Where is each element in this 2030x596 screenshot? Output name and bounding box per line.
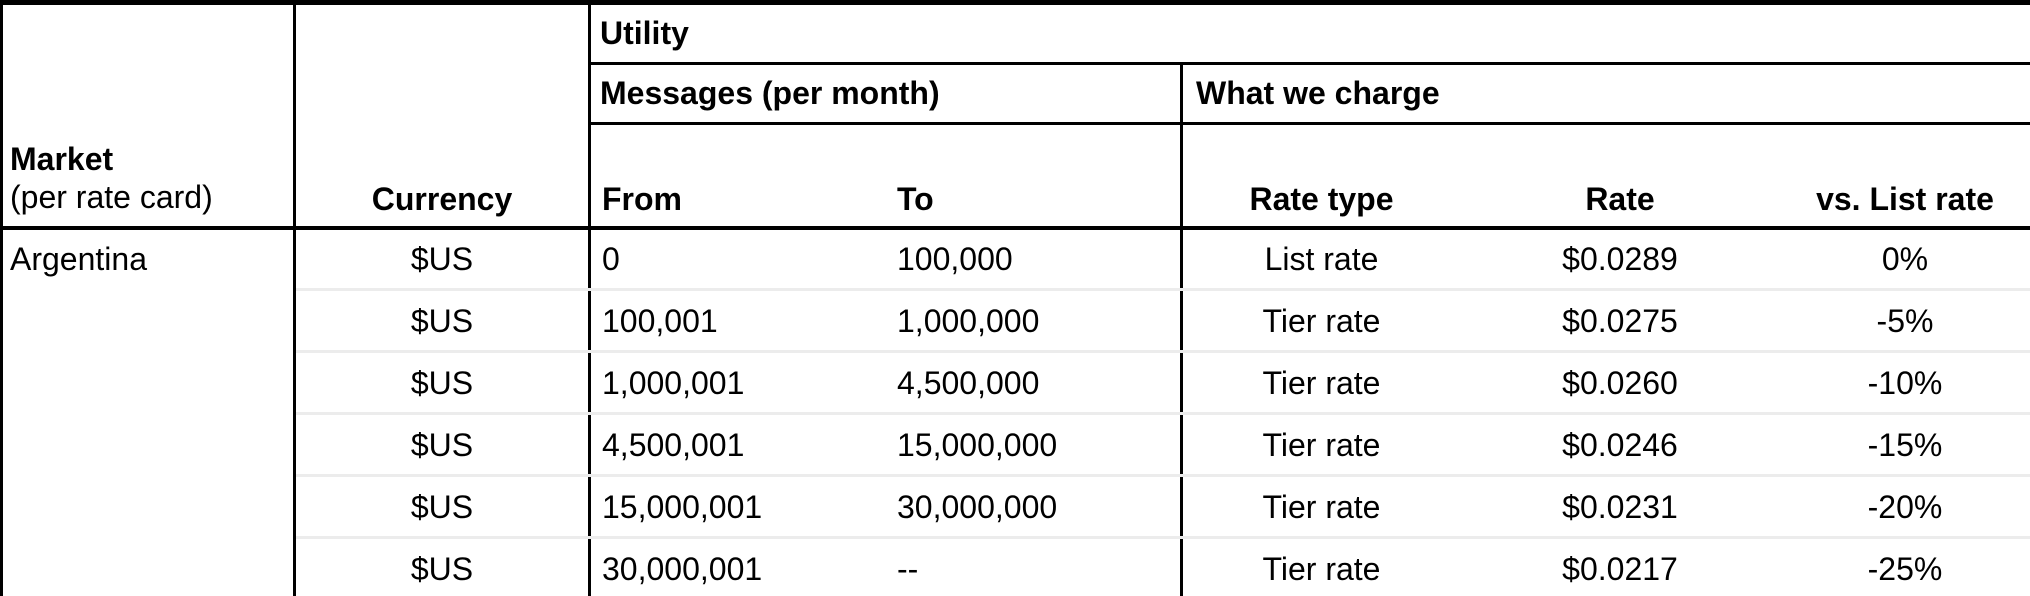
cell-currency[interactable]: $US xyxy=(410,489,474,525)
cell-to[interactable]: 100,000 xyxy=(897,241,1013,277)
cell-vs-list[interactable]: -5% xyxy=(1876,303,1934,339)
cell-market-value[interactable]: Argentina xyxy=(10,241,147,277)
market-header-line2: (per rate card) xyxy=(10,179,213,215)
cell-currency[interactable]: $US xyxy=(410,303,474,339)
market-header-line1: Market xyxy=(10,141,114,177)
subgroup-header-messages[interactable]: Messages (per month) xyxy=(600,75,940,111)
column-header-rate-type[interactable]: Rate type xyxy=(1249,181,1394,217)
subgroup-header-what-we-charge[interactable]: What we charge xyxy=(1196,75,1440,111)
cell-to[interactable]: 30,000,000 xyxy=(897,489,1058,525)
column-header-from[interactable]: From xyxy=(602,181,682,217)
cell-to[interactable]: 4,500,000 xyxy=(897,365,1040,401)
column-header-currency[interactable]: Currency xyxy=(371,181,513,217)
divider-messages-charge xyxy=(1180,62,1183,596)
divider-market-currency xyxy=(293,0,296,596)
column-header-market[interactable]: Market (per rate card) xyxy=(10,140,213,220)
row-divider xyxy=(296,288,2030,291)
cell-from[interactable]: 100,001 xyxy=(602,303,718,339)
column-header-to[interactable]: To xyxy=(897,181,934,217)
divider-under-subheaders xyxy=(588,122,2030,125)
cell-currency[interactable]: $US xyxy=(410,241,474,277)
divider-under-utility xyxy=(588,62,2030,65)
cell-rate-type[interactable]: Tier rate xyxy=(1262,303,1381,339)
row-divider xyxy=(296,412,2030,415)
cell-vs-list[interactable]: -25% xyxy=(1867,551,1943,587)
cell-vs-list[interactable]: -10% xyxy=(1867,365,1943,401)
cell-rate-type[interactable]: Tier rate xyxy=(1262,427,1381,463)
cell-currency[interactable]: $US xyxy=(410,427,474,463)
row-divider xyxy=(296,474,2030,477)
divider-under-column-headers xyxy=(0,226,2030,230)
cell-vs-list[interactable]: -20% xyxy=(1867,489,1943,525)
cell-rate[interactable]: $0.0231 xyxy=(1562,489,1678,525)
cell-from[interactable]: 1,000,001 xyxy=(602,365,745,401)
divider-left-border xyxy=(0,0,3,596)
cell-rate-type[interactable]: Tier rate xyxy=(1262,365,1381,401)
divider-top-border xyxy=(0,0,2030,5)
column-header-rate[interactable]: Rate xyxy=(1585,181,1655,217)
cell-rate[interactable]: $0.0275 xyxy=(1562,303,1678,339)
cell-rate[interactable]: $0.0246 xyxy=(1562,427,1678,463)
group-header-utility[interactable]: Utility xyxy=(600,15,689,51)
cell-to[interactable]: 15,000,000 xyxy=(897,427,1058,463)
cell-from[interactable]: 30,000,001 xyxy=(602,551,763,587)
cell-from[interactable]: 0 xyxy=(602,241,620,277)
cell-to[interactable]: 1,000,000 xyxy=(897,303,1040,339)
cell-rate-type[interactable]: Tier rate xyxy=(1262,551,1381,587)
cell-rate-type[interactable]: List rate xyxy=(1264,241,1379,277)
cell-from[interactable]: 15,000,001 xyxy=(602,489,763,525)
divider-currency-messages xyxy=(588,0,591,596)
cell-to[interactable]: -- xyxy=(897,551,919,587)
cell-vs-list[interactable]: 0% xyxy=(1881,241,1929,277)
column-header-vs-list-rate[interactable]: vs. List rate xyxy=(1816,181,1994,217)
cell-vs-list[interactable]: -15% xyxy=(1867,427,1943,463)
row-divider xyxy=(296,536,2030,539)
cell-currency[interactable]: $US xyxy=(410,365,474,401)
cell-rate-type[interactable]: Tier rate xyxy=(1262,489,1381,525)
cell-currency[interactable]: $US xyxy=(410,551,474,587)
cell-from[interactable]: 4,500,001 xyxy=(602,427,745,463)
row-divider xyxy=(296,350,2030,353)
cell-rate[interactable]: $0.0217 xyxy=(1562,551,1678,587)
cell-rate[interactable]: $0.0260 xyxy=(1562,365,1678,401)
cell-rate[interactable]: $0.0289 xyxy=(1562,241,1678,277)
